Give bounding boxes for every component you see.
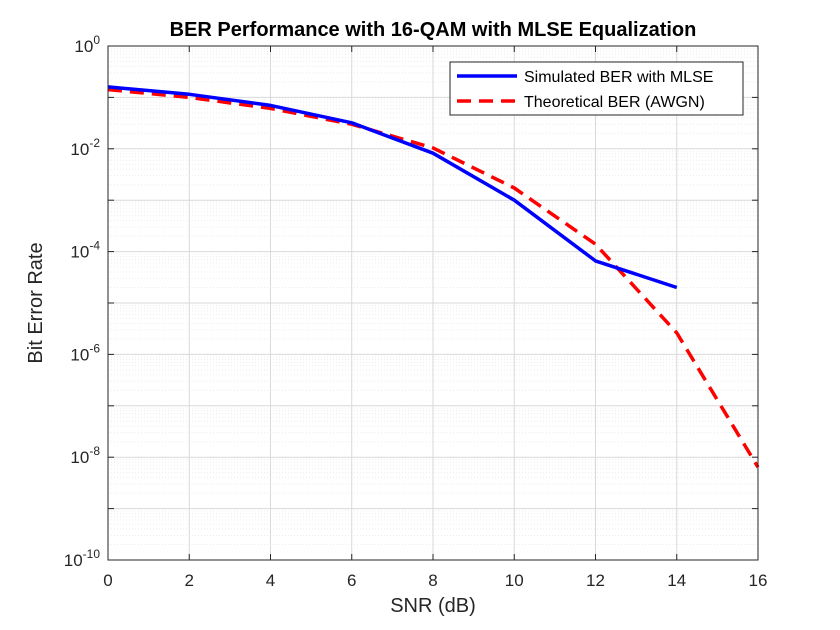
y-axis-title: Bit Error Rate [25,242,47,363]
y-tick-label: 10-4 [70,239,100,262]
legend-label-simulated: Simulated BER with MLSE [524,69,713,86]
axis-ticks: 0 2 4 6 8 10 12 14 16 100 10-2 10-4 10-6 10-8 10-10 [64,33,768,590]
x-axis-title: SNR (dB) [390,595,476,617]
legend-label-theoretical: Theoretical BER (AWGN) [524,94,705,111]
chart-title: BER Performance with 16-QAM with MLSE Eq… [170,19,697,41]
y-tick-label: 10-10 [64,547,101,570]
series-layer [107,85,760,469]
x-tick-label: 6 [347,571,356,590]
x-tick-label: 2 [185,571,194,590]
x-tick-label: 16 [749,571,768,590]
legend-box [449,61,744,116]
y-tick-label: 10-6 [70,341,100,364]
x-tick-label: 10 [505,571,524,590]
x-tick-label: 0 [103,571,112,590]
legend: Simulated BER with MLSE Theoretical BER … [449,61,744,116]
series-line-theoretical [107,87,760,469]
y-tick-label: 10-8 [70,444,100,467]
x-tick-label: 14 [667,571,686,590]
series-line-simulated [107,85,678,290]
y-tick-label: 10-2 [70,136,100,159]
y-tick-label: 100 [74,33,100,56]
x-tick-label: 4 [266,571,275,590]
x-tick-label: 8 [428,571,437,590]
x-tick-label: 12 [586,571,605,590]
